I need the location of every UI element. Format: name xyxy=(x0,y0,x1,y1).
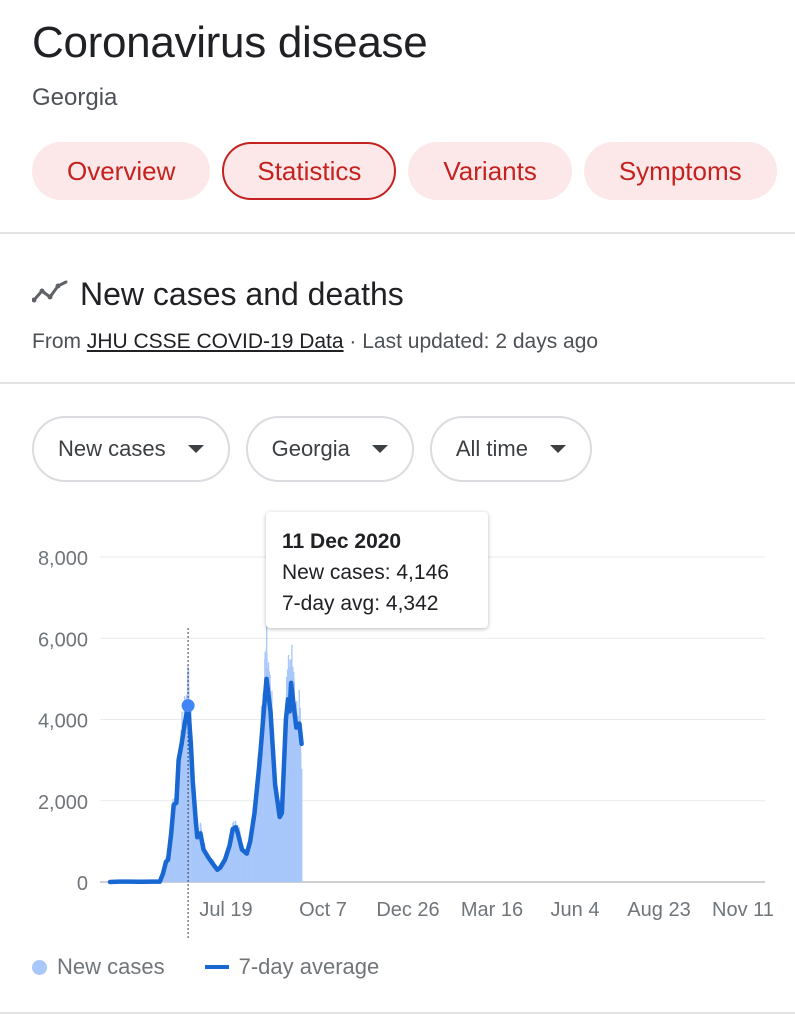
seven-day-average-line xyxy=(107,676,304,885)
y-tick-label: 8,000 xyxy=(38,548,88,570)
page-title: Coronavirus disease xyxy=(32,18,428,67)
x-tick-label: Dec 26 xyxy=(376,899,439,921)
location-dropdown-label: Georgia xyxy=(271,436,350,461)
legend-line-label: 7-day average xyxy=(238,954,380,979)
time-range-dropdown-label: All time xyxy=(455,436,528,461)
location-dropdown[interactable]: Georgia xyxy=(245,416,414,482)
tooltip-avg: 7-day avg: 4,342 xyxy=(282,592,439,615)
source-link[interactable]: JHU CSSE COVID-19 Data xyxy=(86,330,344,353)
data-source: From JHU CSSE COVID-19 Data · Last updat… xyxy=(32,330,598,354)
y-tick-label: 4,000 xyxy=(38,711,88,733)
chart-tooltip: 11 Dec 2020 New cases: 4,146 7-day avg: … xyxy=(266,512,488,628)
tab-variants[interactable]: Variants xyxy=(408,142,572,200)
metric-dropdown-label: New cases xyxy=(58,436,166,461)
trend-line-icon xyxy=(32,280,68,303)
tab-statistics[interactable]: Statistics xyxy=(222,142,397,200)
x-tick-label: Nov 11 xyxy=(712,899,774,921)
time-range-dropdown[interactable]: All time xyxy=(429,416,592,482)
y-tick-label: 0 xyxy=(77,873,88,895)
chart-legend: New cases 7-day average xyxy=(32,954,379,980)
x-tick-label: Aug 23 xyxy=(627,899,690,921)
x-tick-label: Mar 16 xyxy=(461,899,523,921)
tab-overview[interactable]: Overview xyxy=(32,142,211,200)
caret-down-icon xyxy=(371,445,388,453)
daily-case-bar xyxy=(301,768,303,882)
x-tick-label: Oct 7 xyxy=(299,899,347,921)
divider xyxy=(0,1012,795,1014)
tooltip-date: 11 Dec 2020 xyxy=(282,530,402,553)
location-subtitle: Georgia xyxy=(32,84,118,111)
caret-down-icon xyxy=(550,445,566,453)
y-tick-label: 6,000 xyxy=(38,629,88,651)
tab-symptoms[interactable]: Symptoms xyxy=(583,142,777,200)
cases-chart[interactable]: 0 2,000 4,000 6,000 8,000 Jul 19 Oct 7 Dec 26 Ma… xyxy=(0,500,795,945)
source-suffix: · Last updated: 2 days ago xyxy=(343,330,599,353)
y-tick-label: 2,000 xyxy=(38,792,88,814)
tooltip-new-cases: New cases: 4,146 xyxy=(282,561,449,584)
legend-bars-swatch xyxy=(32,959,47,975)
x-tick-label: Jul 19 xyxy=(199,899,252,921)
legend-bars-label: New cases xyxy=(57,954,165,979)
highlight-point[interactable] xyxy=(181,699,195,713)
section-title: New cases and deaths xyxy=(80,276,404,312)
tab-bar: Overview Statistics Variants Symptoms xyxy=(32,142,777,204)
divider xyxy=(0,382,795,384)
divider xyxy=(0,232,795,234)
x-tick-label: Jun 4 xyxy=(551,899,600,921)
caret-down-icon xyxy=(187,445,204,453)
legend-line-swatch xyxy=(204,965,229,969)
filter-bar: New cases Georgia All time xyxy=(32,416,592,482)
source-prefix: From xyxy=(32,330,87,353)
metric-dropdown[interactable]: New cases xyxy=(32,416,230,482)
